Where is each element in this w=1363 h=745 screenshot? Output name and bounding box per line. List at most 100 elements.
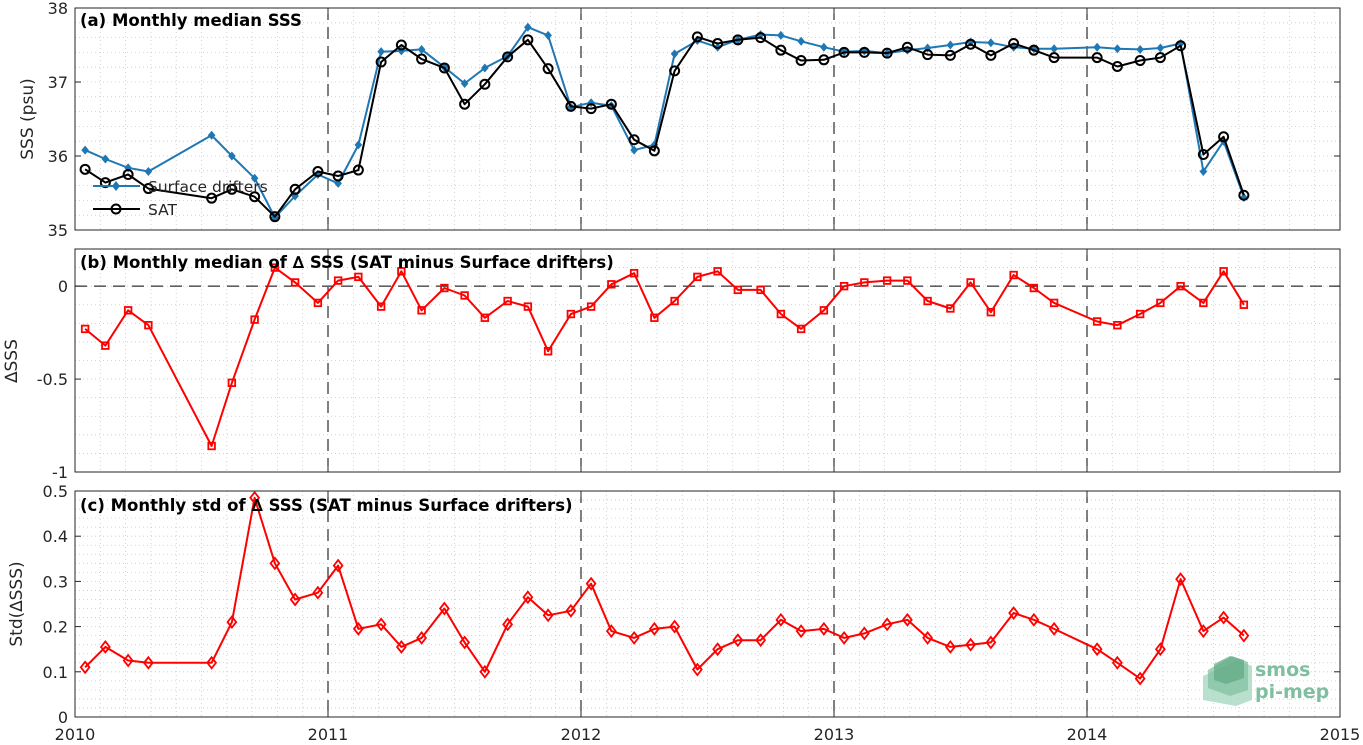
data-point	[289, 183, 301, 195]
data-point	[417, 306, 426, 315]
data-point	[1156, 43, 1165, 53]
data-point	[312, 585, 324, 600]
data-point	[565, 100, 577, 112]
data-point	[123, 306, 133, 315]
panel-c-title: (c) Monthly std of ∆ SSS (SAT minus Surf…	[80, 496, 573, 515]
data-point	[713, 267, 722, 276]
y-tick-label: -1	[52, 463, 68, 482]
panel-c: 0 0.1 0.2 0.3 0.4 0.5 2010 2011 2012 2013 2014 2015	[43, 482, 1361, 744]
data-point	[669, 65, 681, 77]
data-point	[479, 664, 491, 679]
data-point	[965, 38, 977, 50]
data-point	[818, 54, 830, 66]
data-point	[417, 44, 426, 54]
x-tick-label: 2013	[814, 725, 855, 744]
x-tick-label: 2011	[308, 725, 349, 744]
data-point	[1028, 612, 1040, 627]
data-point	[249, 490, 261, 505]
legend-drifters-marker	[112, 181, 120, 191]
data-point	[882, 276, 892, 285]
smos-pi-mep-logo: smos pi-mep	[1203, 656, 1329, 706]
data-point	[838, 46, 850, 58]
data-point	[1092, 317, 1102, 326]
data-point	[79, 660, 91, 675]
data-point	[375, 617, 387, 632]
data-point	[1238, 189, 1250, 201]
x-tick-label: 2012	[561, 725, 602, 744]
data-point	[858, 626, 870, 641]
data-point	[693, 272, 702, 282]
data-point	[459, 98, 471, 110]
data-point	[628, 630, 640, 645]
data-point	[838, 630, 850, 645]
data-point	[416, 630, 428, 645]
data-point	[269, 211, 281, 223]
logo-line1: smos	[1255, 659, 1310, 681]
data-point	[332, 170, 344, 182]
data-point	[776, 309, 786, 319]
y-tick-label: 37	[48, 73, 68, 92]
data-point	[712, 38, 724, 50]
data-point	[903, 276, 912, 285]
data-point	[269, 556, 281, 571]
data-point	[333, 276, 343, 285]
data-point	[542, 608, 554, 623]
data-point	[585, 103, 597, 115]
axes-box	[74, 490, 1341, 718]
legend-sat-marker	[110, 203, 122, 215]
x-tick-label: 2010	[55, 725, 96, 744]
data-point	[670, 49, 679, 59]
data-point	[395, 39, 407, 51]
data-point	[986, 307, 996, 317]
data-point	[270, 263, 280, 272]
data-point	[775, 44, 787, 56]
data-point	[312, 166, 324, 178]
data-point	[732, 633, 744, 648]
data-point	[1218, 131, 1230, 143]
data-point	[565, 603, 577, 618]
data-point	[922, 630, 934, 645]
data-point	[542, 63, 554, 75]
data-point	[1009, 270, 1018, 280]
data-point	[1197, 149, 1209, 161]
legend-drifters-label: Surface drifters	[148, 178, 268, 196]
data-point	[777, 30, 785, 40]
data-point	[438, 62, 450, 74]
data-point	[987, 38, 995, 48]
axes-box	[74, 7, 1341, 231]
data-point	[1111, 60, 1123, 72]
data-point	[1136, 44, 1144, 54]
data-point	[795, 55, 807, 67]
data-point	[352, 164, 364, 176]
data-point	[901, 41, 913, 53]
data-point	[1048, 621, 1060, 636]
data-point	[440, 283, 449, 293]
logo-line2: pi-mep	[1255, 681, 1329, 703]
data-point	[1008, 38, 1020, 50]
data-point	[650, 140, 659, 150]
data-point	[860, 46, 869, 56]
data-point	[81, 145, 89, 155]
data-point	[858, 46, 870, 58]
data-point	[922, 49, 934, 61]
series-line	[84, 266, 1245, 447]
data-point	[1156, 298, 1165, 308]
data-point	[377, 47, 385, 57]
data-point	[1199, 298, 1208, 308]
data-point	[503, 296, 512, 306]
y-tick-label: 0	[58, 277, 68, 296]
data-point	[1176, 281, 1185, 291]
data-point	[1028, 44, 1040, 56]
y-tick-label: 0.3	[43, 572, 68, 591]
data-point	[796, 324, 806, 334]
data-point	[544, 30, 552, 40]
data-point	[1029, 283, 1039, 293]
data-point	[797, 36, 805, 46]
data-point	[524, 22, 532, 32]
y-tick-label: 0.1	[43, 663, 68, 682]
data-point	[1154, 642, 1166, 657]
data-point	[395, 639, 407, 654]
y-tick-label: 0.5	[43, 482, 68, 501]
data-point	[1175, 572, 1187, 587]
data-point	[460, 78, 469, 88]
